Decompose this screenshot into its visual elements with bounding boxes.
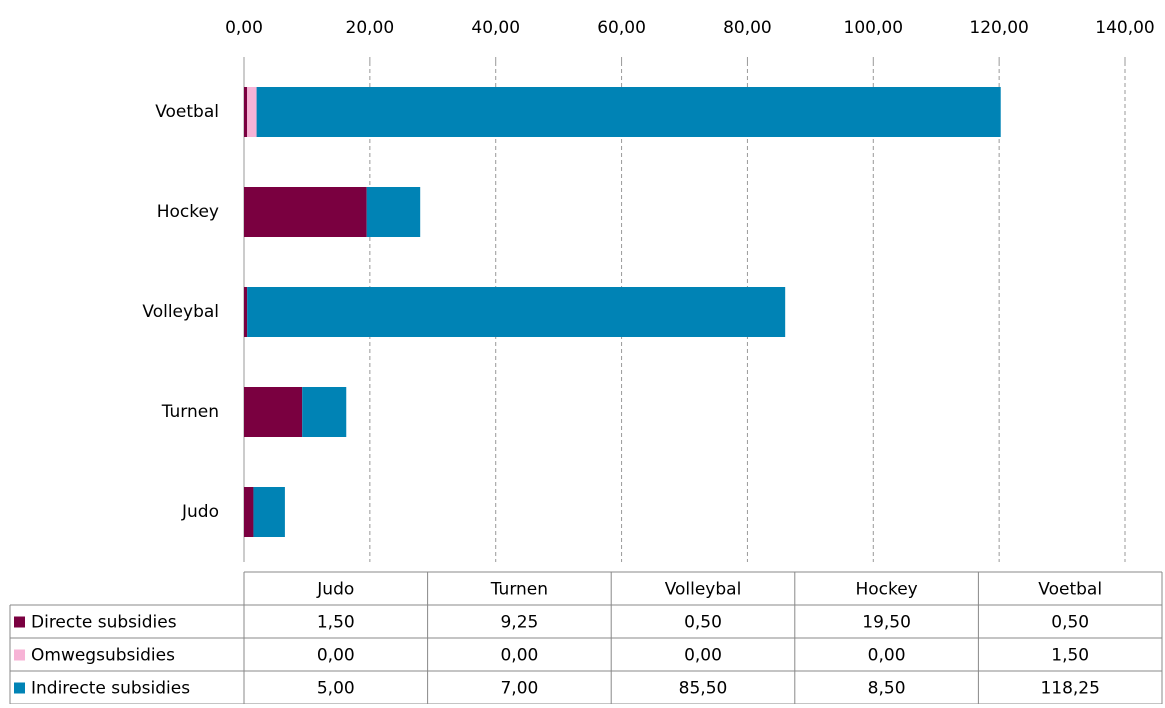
table-header: Volleybal	[665, 580, 742, 600]
table-cell: 0,00	[868, 646, 906, 666]
bar	[247, 87, 257, 137]
bar	[256, 87, 1001, 137]
table-cell: 0,00	[500, 646, 538, 666]
table-header: Turnen	[490, 580, 548, 600]
table-cell: 85,50	[679, 679, 728, 699]
table-cell: 0,50	[1051, 613, 1089, 633]
bar	[247, 287, 786, 337]
x-tick-label: 20,00	[346, 18, 395, 38]
legend-swatch	[14, 649, 25, 661]
bar	[253, 487, 285, 537]
bar	[244, 287, 248, 337]
x-tick-label: 80,00	[723, 18, 772, 38]
x-tick-label: 40,00	[471, 18, 520, 38]
y-tick-label: Turnen	[161, 402, 219, 422]
x-tick-label: 60,00	[597, 18, 646, 38]
bar	[366, 187, 421, 237]
legend-label: Omwegsubsidies	[31, 646, 175, 666]
legend-label: Directe subsidies	[31, 613, 177, 633]
table-cell: 1,50	[317, 613, 355, 633]
table-cell: 0,00	[684, 646, 722, 666]
y-tick-label: Volleybal	[142, 302, 219, 322]
legend-swatch	[14, 616, 25, 628]
x-tick-label: 0,00	[225, 18, 263, 38]
table-cell: 118,25	[1040, 679, 1099, 699]
table-cell: 0,00	[317, 646, 355, 666]
x-tick-label: 120,00	[969, 18, 1028, 38]
table-header: Hockey	[855, 580, 917, 600]
x-tick-label: 100,00	[844, 18, 903, 38]
table-cell: 9,25	[500, 613, 538, 633]
bar	[302, 387, 347, 437]
table-cell: 5,00	[317, 679, 355, 699]
table-cell: 7,00	[500, 679, 538, 699]
bar	[244, 487, 254, 537]
x-tick-label: 140,00	[1095, 18, 1154, 38]
bar	[244, 87, 248, 137]
table-cell: 19,50	[862, 613, 911, 633]
y-tick-label: Judo	[181, 502, 219, 522]
bar	[244, 387, 303, 437]
table-header: Judo	[316, 580, 354, 600]
y-tick-label: Voetbal	[155, 102, 219, 122]
table-header: Voetbal	[1038, 580, 1102, 600]
bar	[244, 187, 367, 237]
y-tick-label: Hockey	[157, 202, 219, 222]
legend-label: Indirecte subsidies	[31, 679, 190, 699]
legend-swatch	[14, 682, 25, 694]
table-cell: 8,50	[868, 679, 906, 699]
table-cell: 0,50	[684, 613, 722, 633]
table-cell: 1,50	[1051, 646, 1089, 666]
